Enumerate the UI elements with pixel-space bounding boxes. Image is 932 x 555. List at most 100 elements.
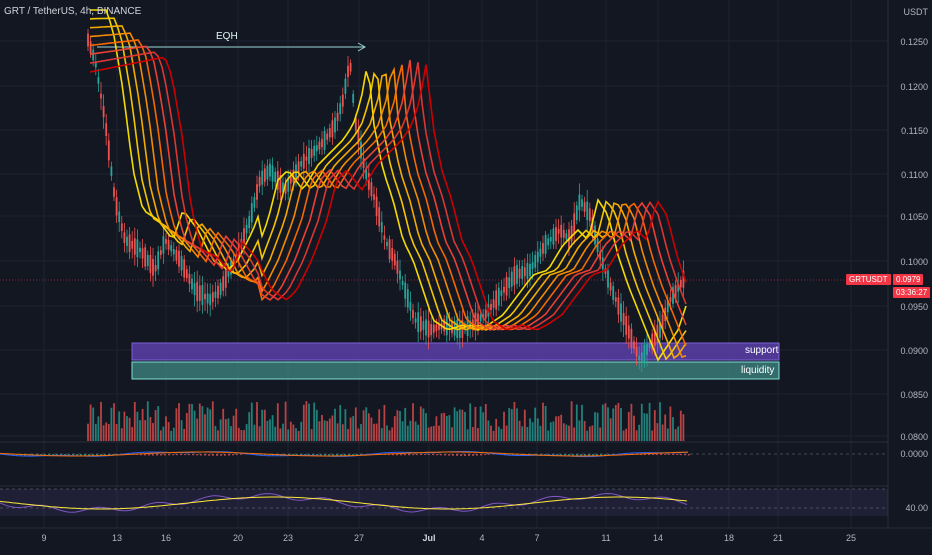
macd-histogram-bar <box>672 454 674 455</box>
volume-bar <box>672 417 674 441</box>
macd-histogram-bar <box>72 454 74 455</box>
volume-bar <box>576 404 578 441</box>
volume-bar <box>636 430 638 441</box>
volume-bar <box>451 427 453 441</box>
candle-body <box>160 250 162 255</box>
candle-body <box>147 255 149 266</box>
candle-body <box>209 294 211 305</box>
ema-ribbon-line <box>90 18 686 359</box>
macd-histogram-bar <box>680 454 682 455</box>
candle-body <box>303 154 305 169</box>
volume-bar <box>449 415 451 441</box>
volume-bar <box>259 426 261 441</box>
candle-body <box>105 123 107 136</box>
candle-body <box>113 187 115 197</box>
volume-bar <box>495 419 497 441</box>
macd-histogram-bar <box>228 454 230 456</box>
volume-bar <box>423 408 425 441</box>
macd-histogram-bar <box>460 454 462 456</box>
volume-bar <box>371 418 373 441</box>
volume-bar <box>683 414 685 441</box>
candle-body <box>272 166 274 182</box>
candle-body <box>269 163 271 176</box>
candle-body <box>142 248 144 258</box>
volume-bar <box>280 428 282 441</box>
macd-histogram-bar <box>80 454 82 456</box>
candle-body <box>425 319 427 335</box>
price-tick: 0.1000 <box>900 257 928 267</box>
volume-bar <box>620 408 622 441</box>
volume-bar <box>644 413 646 441</box>
macd-histogram-bar <box>144 454 146 455</box>
volume-bar <box>243 430 245 441</box>
candle-body <box>490 304 492 310</box>
candle-body <box>246 225 248 233</box>
candle-body <box>225 269 227 288</box>
volume-bar <box>618 403 620 441</box>
candle-body <box>337 113 339 121</box>
volume-bar <box>256 402 258 441</box>
date-tick: 20 <box>233 533 243 543</box>
volume-bar <box>581 405 583 441</box>
candle-body <box>378 207 380 226</box>
macd-histogram-bar <box>436 454 438 455</box>
volume-bar <box>373 424 375 441</box>
price-tick: 0.1100 <box>901 170 928 180</box>
volume-bar <box>194 411 196 441</box>
volume-bar <box>579 421 581 441</box>
volume-bar <box>142 409 144 441</box>
volume-bar <box>191 404 193 441</box>
candle-body <box>638 356 640 361</box>
volume-bar <box>610 418 612 441</box>
candle-body <box>339 103 341 114</box>
candle-body <box>199 286 201 301</box>
symbol-header: GRT / TetherUS, 4h, BINANCE <box>4 6 141 17</box>
volume-bar <box>303 405 305 441</box>
volume-bar <box>111 408 113 441</box>
volume-bar <box>584 421 586 441</box>
macd-histogram-bar <box>220 454 222 456</box>
macd-histogram-bar <box>168 454 170 455</box>
candle-body <box>610 283 612 291</box>
candle-body <box>618 297 620 314</box>
candle-body <box>332 120 334 137</box>
candle-body <box>566 233 568 239</box>
volume-bar <box>118 411 120 441</box>
macd-histogram-bar <box>656 454 658 455</box>
macd-histogram-bar <box>196 454 198 455</box>
candle-body <box>670 297 672 301</box>
candle-body <box>589 208 591 221</box>
date-tick: 14 <box>653 533 663 543</box>
candle-body <box>259 177 261 187</box>
date-tick: 25 <box>846 533 856 543</box>
candle-body <box>579 195 581 211</box>
volume-bar <box>443 413 445 441</box>
candle-body <box>334 118 336 133</box>
macd-histogram-bar <box>324 454 326 456</box>
volume-bar <box>532 422 534 441</box>
volume-bar <box>157 406 159 441</box>
candle-body <box>511 272 513 287</box>
volume-bar <box>605 403 607 441</box>
macd-histogram-bar <box>192 454 194 455</box>
macd-histogram-bar <box>188 454 190 455</box>
volume-bar <box>347 429 349 441</box>
macd-histogram-bar <box>652 454 654 455</box>
volume-bar <box>235 409 237 441</box>
volume-bar <box>92 408 94 441</box>
volume-bar <box>103 425 105 441</box>
candle-body <box>118 212 120 222</box>
volume-bar <box>631 404 633 441</box>
macd-histogram-bar <box>648 454 650 455</box>
candle-body <box>326 134 328 140</box>
macd-histogram-bar <box>240 454 242 455</box>
volume-bar <box>365 407 367 441</box>
volume-bar <box>155 410 157 441</box>
ema-ribbon-line <box>90 33 686 357</box>
candle-body <box>571 226 573 242</box>
candle-body <box>215 291 217 297</box>
candle-body <box>144 247 146 266</box>
volume-bar <box>397 410 399 441</box>
